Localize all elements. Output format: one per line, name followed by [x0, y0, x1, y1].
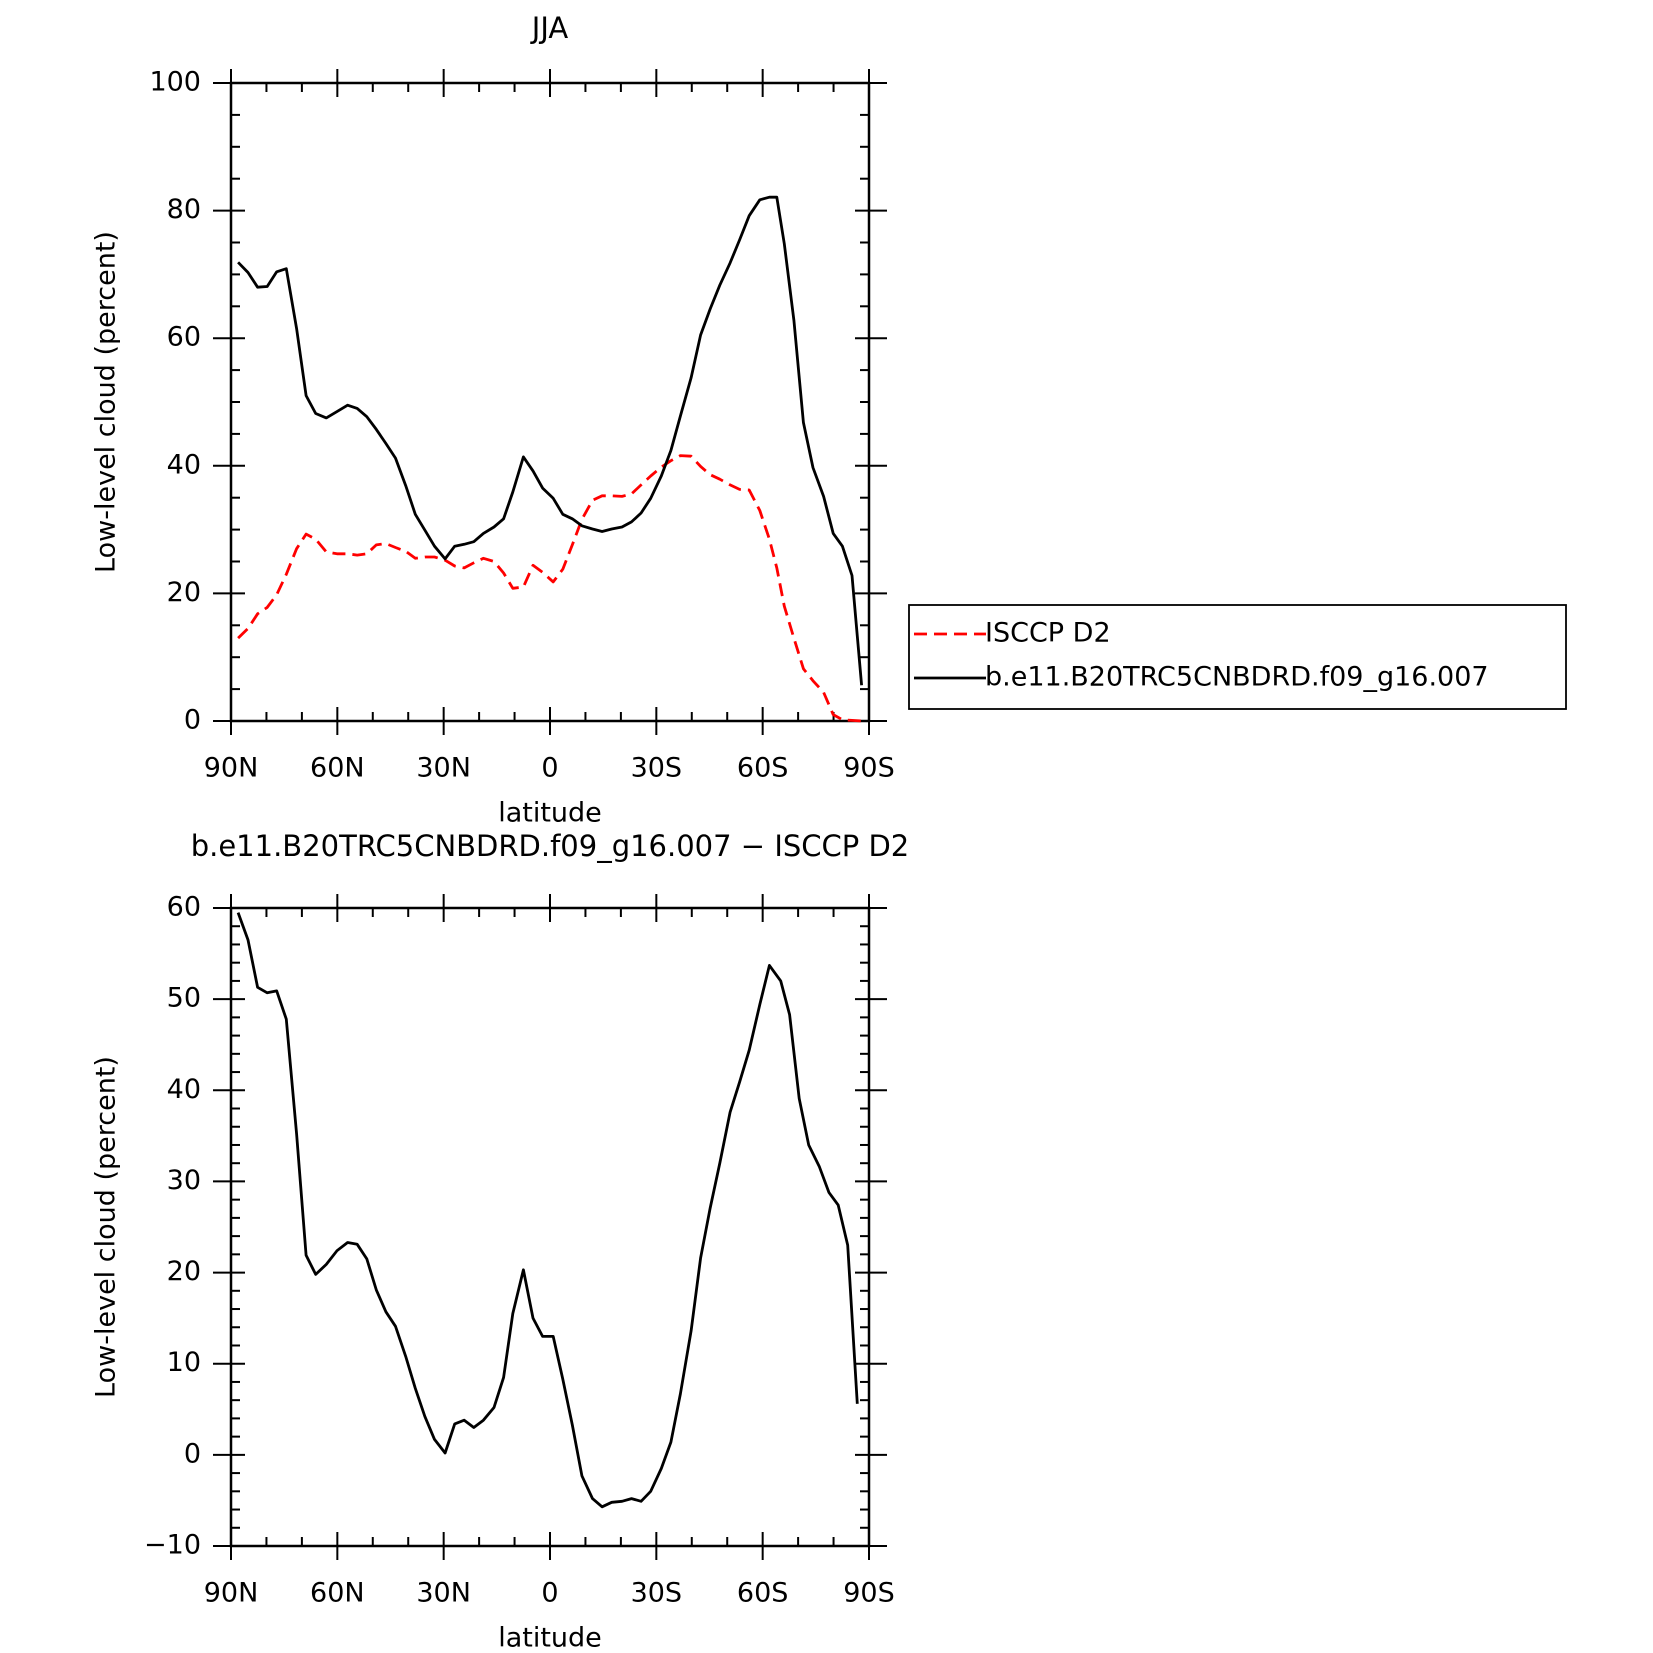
data-line	[237, 454, 862, 723]
y-tick-label: 50	[167, 983, 201, 1014]
legend-label: ISCCP D2	[985, 618, 1111, 649]
y-tick-label: 10	[167, 1347, 201, 1378]
x-axis-label: latitude	[498, 1623, 602, 1653]
y-tick-label: 20	[167, 577, 201, 608]
y-tick-label: 20	[167, 1256, 201, 1287]
data-line	[236, 912, 859, 1509]
y-tick-label: 40	[167, 449, 201, 480]
y-axis-label: Low-level cloud (percent)	[91, 231, 122, 573]
y-tick-label: 40	[167, 1074, 201, 1105]
x-tick-label: 90S	[843, 1578, 895, 1609]
x-axis-label: latitude	[498, 798, 602, 829]
x-tick-label: 60S	[737, 1578, 789, 1609]
x-tick-label: 30N	[416, 753, 471, 784]
legend-box	[908, 604, 1567, 710]
x-tick-label: 90S	[843, 753, 895, 784]
legend-label: b.e11.B20TRC5CNBDRD.f09_g16.007	[985, 662, 1489, 693]
y-tick-label: 0	[184, 705, 201, 736]
plot-frame	[229, 906, 871, 1548]
plot-frame	[229, 81, 871, 723]
y-tick-label: 60	[167, 322, 201, 353]
x-tick-label: 0	[541, 1578, 558, 1609]
y-tick-label: 80	[167, 194, 201, 225]
x-tick-label: 60N	[310, 753, 365, 784]
y-tick-label: 0	[184, 1438, 201, 1469]
x-tick-label: 60N	[310, 1578, 365, 1609]
x-tick-label: 90N	[204, 753, 259, 784]
y-axis-label: Low-level cloud (percent)	[91, 1056, 122, 1398]
y-tick-label: −10	[144, 1530, 201, 1561]
data-line	[237, 195, 863, 686]
chart-panel: JJA latitude Low-level cloud (percent) 90N 6…	[91, 11, 1567, 829]
chart-title: JJA	[530, 11, 569, 45]
y-tick-label: 60	[167, 892, 201, 923]
chart-panel: b.e11.B20TRC5CNBDRD.f09_g16.007 − ISCCP …	[91, 829, 910, 1653]
x-tick-label: 0	[541, 753, 558, 784]
x-tick-label: 30S	[631, 1578, 683, 1609]
x-tick-label: 90N	[204, 1578, 259, 1609]
chart-title: b.e11.B20TRC5CNBDRD.f09_g16.007 − ISCCP …	[191, 829, 910, 863]
x-tick-label: 30N	[416, 1578, 471, 1609]
y-tick-label: 30	[167, 1165, 201, 1196]
x-tick-label: 30S	[631, 753, 683, 784]
x-tick-label: 60S	[737, 753, 789, 784]
y-tick-label: 100	[149, 67, 201, 98]
legend: ISCCP D2 b.e11.B20TRC5CNBDRD.f09_g16.007	[908, 604, 1567, 710]
